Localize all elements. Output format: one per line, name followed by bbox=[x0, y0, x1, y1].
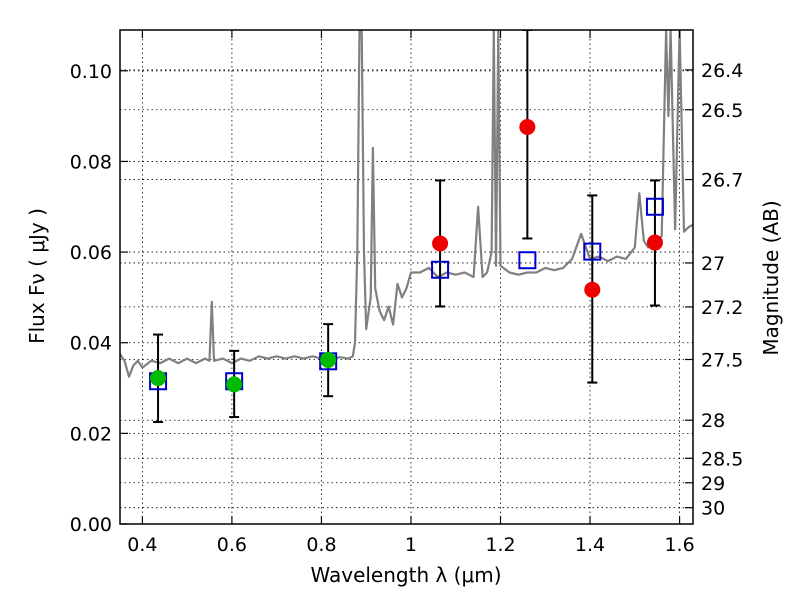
magnitude-tick-label: 27.5 bbox=[701, 349, 743, 371]
y-tick-label: 0.00 bbox=[70, 514, 112, 536]
magnitude-tick-label: 28 bbox=[701, 410, 725, 432]
x-tick-label: 0.8 bbox=[306, 534, 336, 556]
magnitude-tick-label: 26.5 bbox=[701, 100, 743, 122]
x-tick-label: 0.6 bbox=[217, 534, 247, 556]
axes-frame bbox=[119, 29, 694, 525]
observed-flux-point bbox=[150, 370, 167, 387]
observed-flux-point bbox=[320, 351, 337, 368]
magnitude-tick-label: 26.7 bbox=[701, 170, 743, 192]
x-tick-label: 1.4 bbox=[575, 534, 605, 556]
x-tick-label: 1.6 bbox=[664, 534, 694, 556]
model-flux-square bbox=[431, 260, 450, 279]
x-tick-label: 1 bbox=[405, 534, 417, 556]
model-spectrum-line bbox=[120, 30, 693, 378]
y-tick-label: 0.06 bbox=[70, 242, 112, 264]
magnitude-tick-label: 30 bbox=[701, 498, 725, 520]
x-tick-label: 0.4 bbox=[127, 534, 157, 556]
model-flux-square bbox=[518, 251, 537, 270]
y-tick-label: 0.08 bbox=[70, 151, 112, 173]
plot-area bbox=[120, 30, 693, 424]
right-axis-label: Magnitude (AB) bbox=[759, 200, 783, 355]
magnitude-tick-label: 28.5 bbox=[701, 448, 743, 470]
magnitude-tick-label: 27.2 bbox=[701, 297, 743, 319]
observed-flux-point bbox=[584, 281, 601, 298]
y-tick-label: 0.10 bbox=[70, 61, 112, 83]
axes: 0.4 0.6 0.8 1 1.2 1.4 1.6 0.00 0.02 0.04 0.06 0.08 0… bbox=[70, 29, 743, 556]
model-flux-square bbox=[583, 242, 602, 261]
magnitude-tick-label: 29 bbox=[701, 473, 725, 495]
y-axis-label: Flux Fν ( μJy ) bbox=[25, 208, 49, 344]
magnitude-tick-label: 26.4 bbox=[701, 60, 743, 82]
y-tick-label: 0.04 bbox=[70, 333, 112, 355]
x-axis-label: Wavelength λ (μm) bbox=[310, 563, 501, 587]
grid-lines bbox=[120, 30, 693, 525]
observed-flux-point bbox=[519, 118, 536, 135]
model-flux-square bbox=[645, 197, 664, 216]
x-tick-label: 1.2 bbox=[485, 534, 515, 556]
magnitude-tick-label: 27 bbox=[701, 253, 725, 275]
y-tick-label: 0.02 bbox=[70, 423, 112, 445]
observed-flux-point bbox=[432, 235, 449, 252]
observed-flux-point bbox=[226, 376, 243, 393]
observed-flux-point bbox=[646, 234, 663, 251]
